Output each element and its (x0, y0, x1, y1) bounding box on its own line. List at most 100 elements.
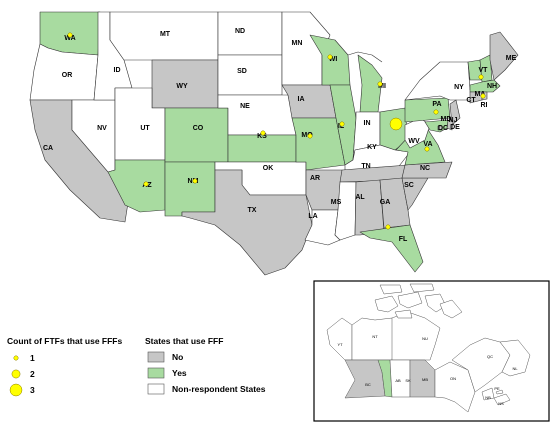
province-label-ns: NS (498, 401, 504, 406)
state-ne (217, 94, 297, 136)
ftf-bubble-az (143, 181, 149, 187)
state-label-or: OR (62, 72, 73, 79)
province-label-nl: NL (512, 366, 518, 371)
arctic-island-1 (374, 295, 399, 313)
province-ns (493, 393, 511, 406)
state-label-il: IL (338, 123, 345, 130)
state-label-al: AL (355, 194, 365, 201)
province-ab (377, 359, 393, 398)
ftf-bubble-fl (385, 224, 391, 230)
legend-count: Count of FTFs that use FFFs 1 2 3 (7, 336, 122, 397)
arctic-island-7 (394, 309, 413, 319)
state-label-md: MD (441, 116, 452, 123)
state-label-nh: NH (487, 83, 497, 90)
ftf-bubble-wa (67, 32, 73, 38)
great-lakes-shore (347, 51, 383, 63)
state-label-mo: MO (301, 132, 313, 139)
state-label-wa: WA (64, 35, 75, 42)
state-label-ny: NY (454, 84, 464, 91)
state-label-ca: CA (43, 145, 53, 152)
ftf-bubble-oh (389, 117, 403, 131)
province-label-on: ON (450, 376, 456, 381)
state-label-pa: PA (432, 101, 441, 108)
state-label-ok: OK (263, 165, 274, 172)
state-label-in: IN (364, 120, 371, 127)
legend-status-label-yes: Yes (172, 368, 187, 378)
state-label-ks: KS (257, 133, 267, 140)
state-label-co: CO (193, 125, 204, 132)
state-label-ma: MA (475, 91, 486, 98)
canada-provinces-layer (326, 311, 531, 413)
legend-status-label-no: No (172, 352, 183, 362)
state-label-la: LA (308, 213, 317, 220)
canada-arctic-islands (374, 283, 463, 319)
state-label-nd: ND (235, 28, 245, 35)
state-tx (181, 169, 313, 276)
state-label-tn: TN (361, 163, 370, 170)
state-label-sc: SC (404, 182, 414, 189)
province-on (434, 361, 476, 413)
state-label-dc: DC (438, 125, 448, 132)
legend-swatch-no (147, 351, 165, 363)
canada-inset: YT NT NU BC AB SK MB ON QC NL NB NS PE (313, 280, 550, 422)
state-label-mn: MN (292, 40, 303, 47)
state-fl (359, 224, 424, 273)
state-nd (217, 11, 283, 56)
legend-count-label-1: 1 (30, 353, 35, 363)
state-label-mi: MI (378, 83, 386, 90)
province-label-qc: QC (487, 354, 493, 359)
state-label-va: VA (423, 141, 432, 148)
state-label-ms: MS (331, 199, 342, 206)
legend-count-label-3: 3 (30, 385, 35, 395)
province-label-nt: NT (372, 334, 378, 339)
us-state-labels: WAORCANVIDMTWYUTAZCONMNDSDNEKSOKTXMNIAMO… (43, 28, 517, 243)
province-pe (495, 389, 504, 395)
state-label-tx: TX (248, 207, 257, 214)
arctic-island-2 (397, 291, 423, 309)
state-nc (401, 161, 453, 179)
ftf-bubble-ks (260, 130, 266, 136)
state-ny (404, 61, 479, 101)
state-label-ky: KY (367, 144, 377, 151)
state-label-vt: VT (479, 67, 489, 74)
legend-count-bubble-3 (9, 383, 23, 397)
ftf-bubble-vt (478, 74, 484, 80)
province-label-ab: AB (395, 378, 401, 383)
state-pa (404, 97, 451, 123)
state-co (164, 107, 229, 163)
ftf-bubble-nm (192, 178, 198, 184)
state-label-ia: IA (298, 96, 305, 103)
province-label-pe: PE (494, 386, 500, 391)
legend-count-bubble-1 (13, 355, 19, 361)
state-label-wy: WY (176, 83, 188, 90)
state-label-nj: NJ (449, 117, 458, 124)
state-label-ga: GA (380, 199, 391, 206)
ftf-bubble-mo (307, 133, 313, 139)
arctic-island-5 (409, 283, 435, 293)
state-sd (217, 54, 283, 96)
province-label-nb: NB (485, 395, 491, 400)
state-label-me: ME (506, 55, 517, 62)
state-me (489, 31, 519, 81)
province-label-yt: YT (337, 342, 343, 347)
legend-swatch-non-respondent (147, 383, 165, 395)
state-nj (449, 99, 461, 126)
state-label-fl: FL (399, 236, 408, 243)
legend-status: States that use FFF No Yes Non-respondent … (145, 336, 266, 395)
state-label-nv: NV (97, 125, 107, 132)
province-label-sk: SK (405, 378, 411, 383)
state-label-ri: RI (481, 102, 488, 109)
state-label-wv: WV (408, 138, 420, 145)
ftf-bubble-va (424, 146, 430, 152)
arctic-island-6 (439, 299, 463, 319)
canada-province-labels: YT NT NU BC AB SK MB ON QC NL NB NS PE (337, 334, 518, 406)
state-nm (164, 161, 216, 217)
state-dc (437, 125, 443, 131)
province-nt (351, 317, 396, 361)
legend-status-title: States that use FFF (145, 336, 223, 346)
ftf-bubble-wi (327, 54, 333, 60)
ftf-count-bubbles (67, 32, 486, 230)
province-label-bc: BC (365, 382, 371, 387)
state-label-ut: UT (140, 125, 150, 132)
state-al (354, 179, 385, 236)
